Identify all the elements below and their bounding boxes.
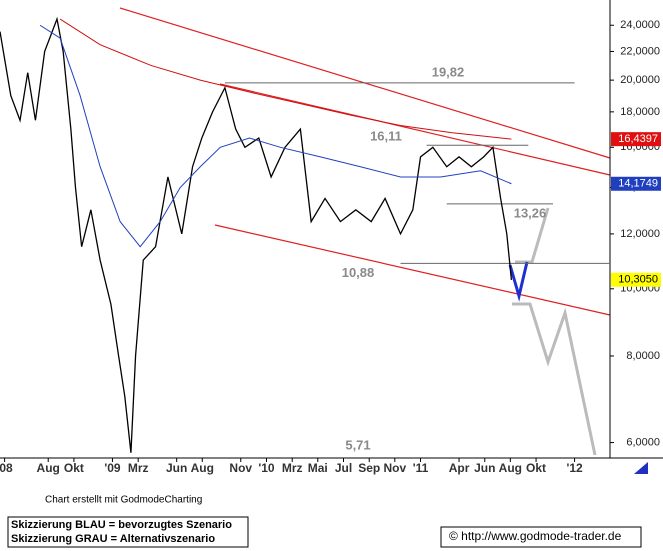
y-tick-label: 24,0000 [620,19,660,31]
x-tick-label: '10 [258,461,275,475]
trend-line [214,224,611,316]
moving-average [59,18,512,140]
level-label: 10,88 [342,265,375,280]
legend-box [7,516,249,548]
y-tick-label: 6,0000 [626,436,660,448]
x-tick-label: '08 [0,461,13,475]
x-tick-label: Nov [229,461,252,475]
x-tick-label: '11 [413,461,429,475]
x-tick-label: Jun [474,461,495,475]
x-tick-label: Aug [499,461,522,475]
source: © http://www.godmode-trader.de [449,529,622,543]
x-tick-label: Sep [358,461,380,475]
moving-average [39,24,512,248]
blue-scenario [508,261,529,302]
grey-scenario [512,302,597,456]
level-label: 19,82 [432,64,465,79]
scroll-icon[interactable] [634,462,648,474]
y-tick-label: 8,0000 [626,350,660,362]
x-tick-label: Jul [335,461,352,475]
price-tag-label: 10,3050 [618,274,658,286]
x-tick-label: Apr [449,461,470,475]
price-tag-label: 16,4397 [618,133,658,145]
price-tag [611,132,661,147]
x-tick-label: Aug [191,461,214,475]
price-line [0,16,513,453]
credit: Chart erstellt mit GodmodeCharting [45,495,202,506]
legend-line: Skizzierung GRAU = Alternativszenario [11,533,215,545]
level-label: 13,26 [514,205,547,220]
x-tick-label: '12 [566,461,583,475]
price-tag-label: 14,1749 [618,178,658,190]
y-tick-label: 18,0000 [620,106,660,118]
x-tick-label: Aug [37,461,60,475]
legend-line: Skizzierung BLAU = bevorzugtes Szenario [11,519,232,531]
trend-line [219,83,611,176]
y-tick-label: 20,0000 [620,74,660,86]
y-tick-label: 12,0000 [620,228,660,240]
price-tag [611,272,661,287]
x-tick-label: Mai [308,461,328,475]
level-label: 16,11 [370,129,402,144]
x-tick-label: Mrz [282,461,303,475]
x-tick-label: Okt [526,461,546,475]
y-tick-label: 22,0000 [620,45,660,57]
price-tag [611,176,661,191]
x-tick-label: Okt [64,461,84,475]
grey-scenario [515,207,550,264]
x-tick-label: Nov [383,461,406,475]
x-tick-label: '09 [104,461,121,475]
level-label: 5,71 [345,437,370,452]
x-tick-label: Jun [166,461,187,475]
source-box [440,526,642,548]
x-tick-label: Mrz [128,461,149,475]
